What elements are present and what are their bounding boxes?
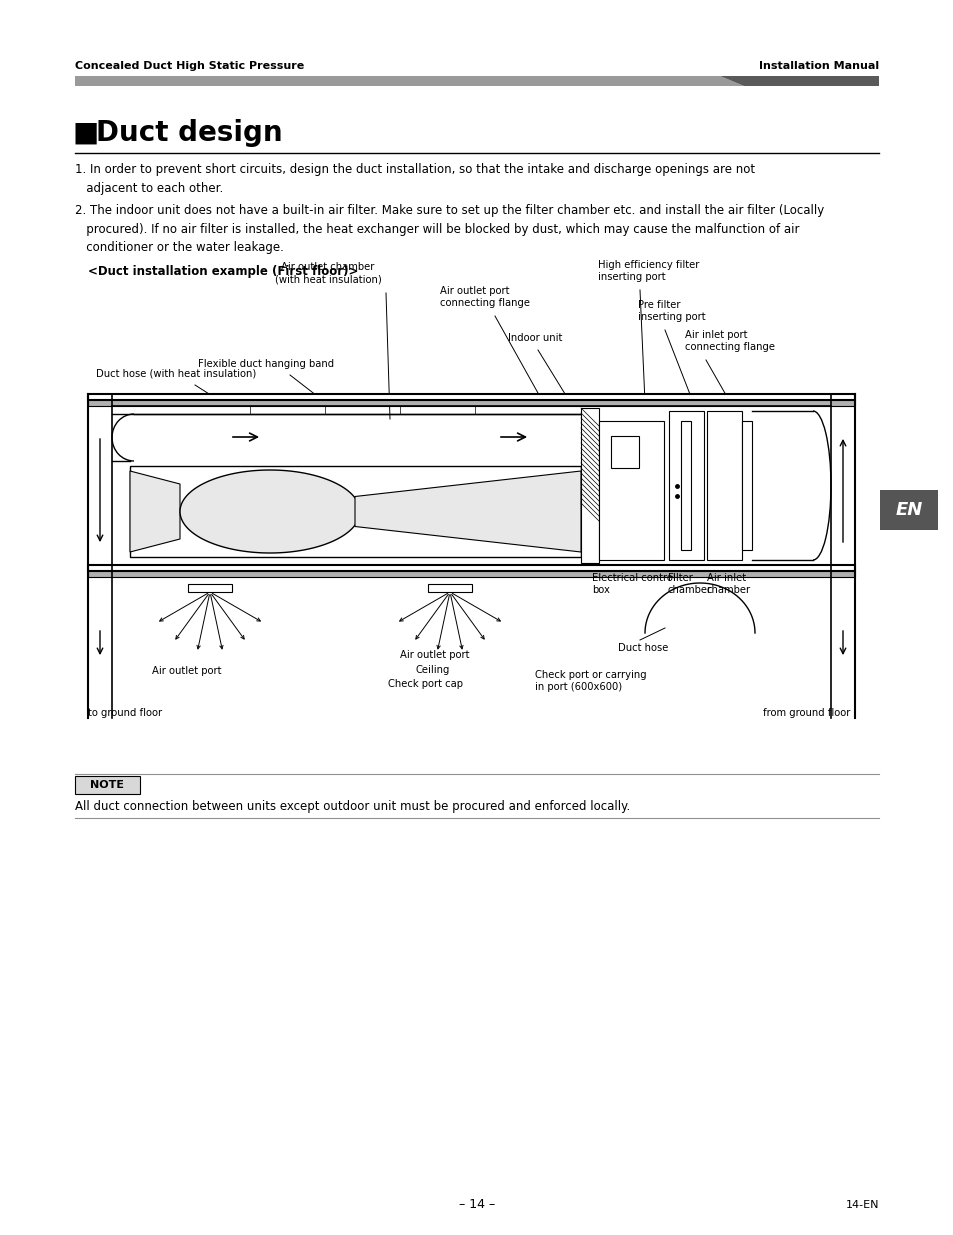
Text: Filter
chamber: Filter chamber xyxy=(667,573,711,594)
Text: 14-EN: 14-EN xyxy=(844,1200,878,1210)
Bar xyxy=(598,421,663,559)
Bar xyxy=(428,584,472,592)
Text: High efficiency filter
inserting port: High efficiency filter inserting port xyxy=(598,261,699,282)
Text: to ground floor: to ground floor xyxy=(88,708,162,718)
Text: Pre filter
inserting port: Pre filter inserting port xyxy=(638,300,705,322)
Text: Air inlet port
connecting flange: Air inlet port connecting flange xyxy=(684,331,774,352)
Text: Air inlet
chamber: Air inlet chamber xyxy=(706,573,750,594)
Polygon shape xyxy=(130,471,180,552)
Text: Duct design: Duct design xyxy=(96,119,282,147)
Text: <Duct installation example (First floor)>: <Duct installation example (First floor)… xyxy=(88,266,358,278)
Polygon shape xyxy=(355,471,580,552)
Text: Installation Manual: Installation Manual xyxy=(758,61,878,70)
Text: Duct hose (with heat insulation): Duct hose (with heat insulation) xyxy=(96,369,256,379)
Text: Air outlet chamber
(with heat insulation): Air outlet chamber (with heat insulation… xyxy=(274,262,381,284)
Text: 2. The indoor unit does not have a built-in air filter. Make sure to set up the : 2. The indoor unit does not have a built… xyxy=(75,204,823,254)
Text: Electrical control
box: Electrical control box xyxy=(592,573,675,594)
Polygon shape xyxy=(720,77,878,86)
Bar xyxy=(75,776,140,794)
Text: Duct hose: Duct hose xyxy=(618,643,668,653)
Bar xyxy=(610,436,639,468)
Text: Check port or carrying
in port (600x600): Check port or carrying in port (600x600) xyxy=(535,671,646,692)
Bar xyxy=(580,408,598,563)
Text: Indoor unit: Indoor unit xyxy=(507,333,561,343)
Text: All duct connection between units except outdoor unit must be procured and enfor: All duct connection between units except… xyxy=(75,800,630,813)
Text: EN: EN xyxy=(894,501,922,519)
Text: ■: ■ xyxy=(73,119,99,147)
Text: NOTE: NOTE xyxy=(90,781,124,790)
Text: Air outlet port: Air outlet port xyxy=(152,666,221,676)
Bar xyxy=(741,421,751,550)
Text: Flexible duct hanging band: Flexible duct hanging band xyxy=(198,359,334,369)
Bar xyxy=(88,400,854,406)
Bar xyxy=(680,421,690,550)
Bar xyxy=(88,394,854,400)
Bar xyxy=(668,411,703,559)
Text: 1. In order to prevent short circuits, design the duct installation, so that the: 1. In order to prevent short circuits, d… xyxy=(75,163,755,194)
Text: Concealed Duct High Static Pressure: Concealed Duct High Static Pressure xyxy=(75,61,304,70)
Bar xyxy=(88,564,854,571)
Bar xyxy=(88,571,854,577)
Bar xyxy=(879,490,937,530)
Bar xyxy=(706,411,741,559)
Bar xyxy=(188,584,232,592)
Text: – 14 –: – 14 – xyxy=(458,1198,495,1212)
Text: Ceiling: Ceiling xyxy=(416,664,450,676)
Polygon shape xyxy=(75,77,743,86)
Text: Check port cap: Check port cap xyxy=(388,679,462,689)
Polygon shape xyxy=(180,471,359,553)
Text: Air outlet port
connecting flange: Air outlet port connecting flange xyxy=(439,287,530,308)
Text: from ground floor: from ground floor xyxy=(761,708,849,718)
Text: Air outlet port: Air outlet port xyxy=(399,650,469,659)
Bar xyxy=(130,466,580,557)
